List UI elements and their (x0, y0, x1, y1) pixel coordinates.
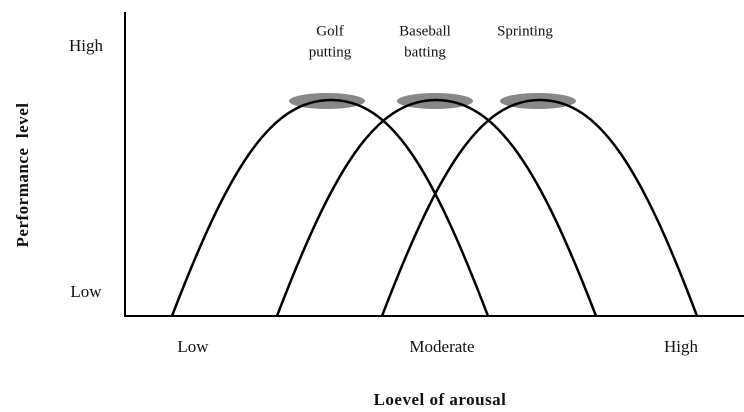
curve-label: Baseball (399, 23, 451, 39)
y-tick-label: High (69, 36, 104, 55)
x-axis-title: Loevel of arousal (374, 390, 507, 409)
curve-label: Sprinting (497, 23, 553, 39)
curve (380, 98, 699, 317)
curve (275, 98, 598, 317)
y-axis-title: Performance level (13, 103, 32, 248)
x-tick-label: Moderate (409, 337, 474, 356)
curve (170, 98, 490, 317)
x-tick-label: High (664, 337, 699, 356)
x-tick-label: Low (177, 337, 209, 356)
curve-label: batting (404, 44, 446, 60)
y-tick-label: Low (70, 282, 102, 301)
curve-label: Golf (316, 23, 344, 39)
curve-label: putting (309, 44, 352, 60)
